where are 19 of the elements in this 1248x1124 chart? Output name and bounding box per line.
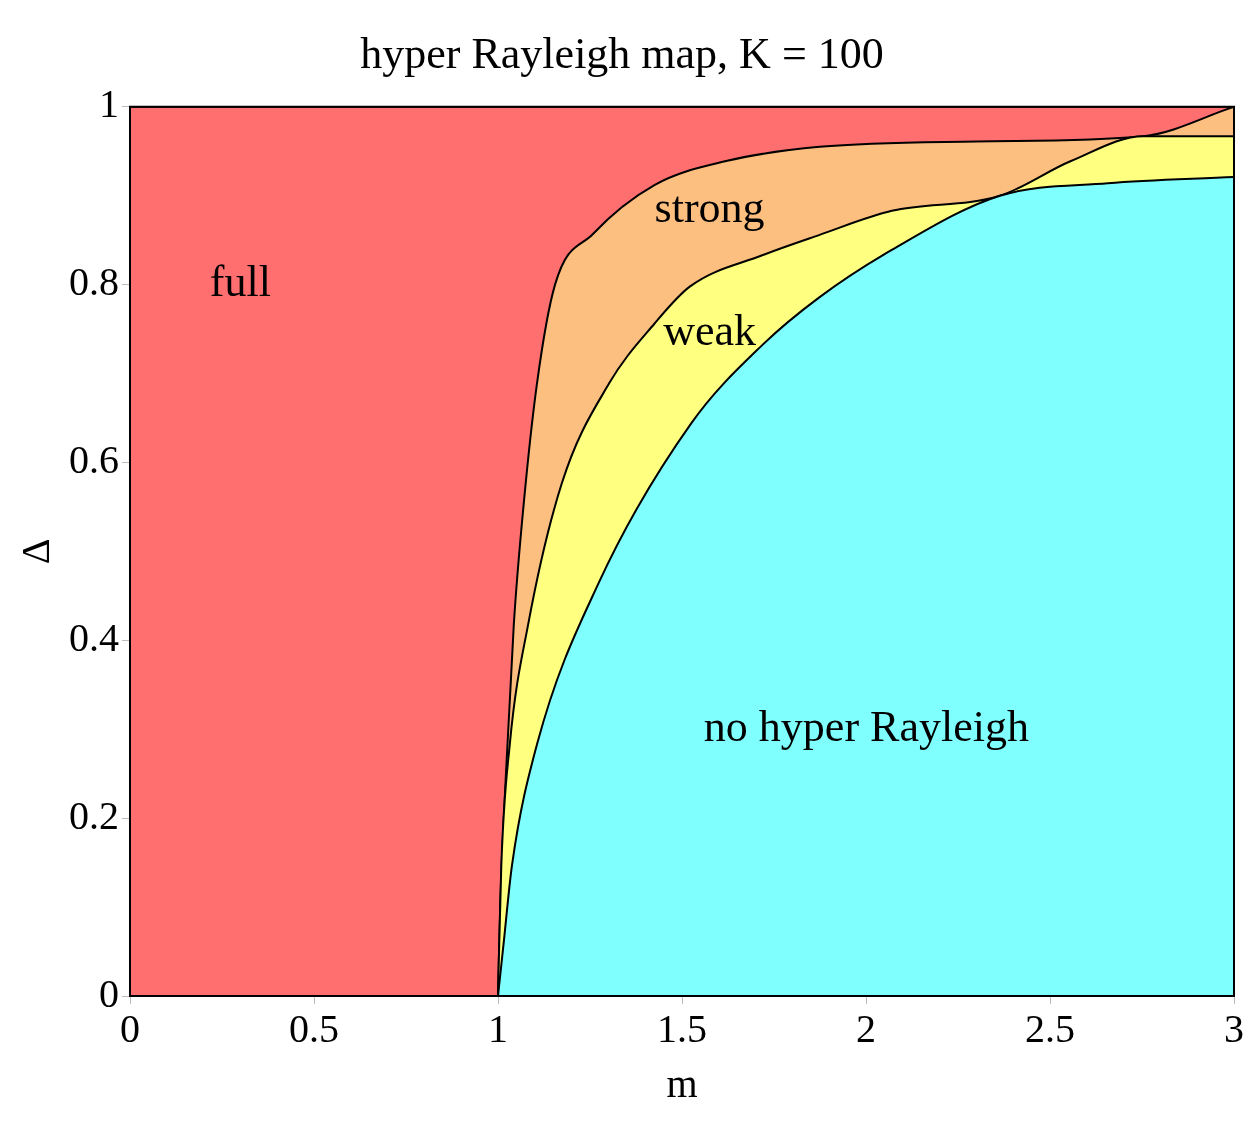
- y-axis-title: Δ: [12, 538, 58, 565]
- y-tick-label: 0.6: [69, 436, 119, 482]
- x-tick-label: 2: [856, 1005, 876, 1051]
- y-tick-label: 0.4: [69, 614, 119, 660]
- x-tick-label: 3: [1224, 1005, 1244, 1051]
- x-tick-label: 0.5: [289, 1005, 339, 1051]
- series-label: strong: [654, 183, 765, 233]
- y-tick-label: 0: [99, 970, 119, 1016]
- series-label: no hyper Rayleigh: [703, 701, 1029, 751]
- x-axis-title: m: [666, 1060, 698, 1106]
- y-tick-label: 1: [99, 81, 119, 127]
- series-label: full: [209, 257, 271, 307]
- x-tick-label: 1.5: [657, 1005, 707, 1051]
- chart-title: hyper Rayleigh map, K = 100: [360, 28, 884, 78]
- x-tick-label: 1: [488, 1005, 508, 1051]
- y-tick-label: 0.2: [69, 792, 119, 838]
- x-tick-label: 2.5: [1025, 1005, 1075, 1051]
- series-label: weak: [663, 306, 757, 356]
- y-tick-label: 0.8: [69, 259, 119, 305]
